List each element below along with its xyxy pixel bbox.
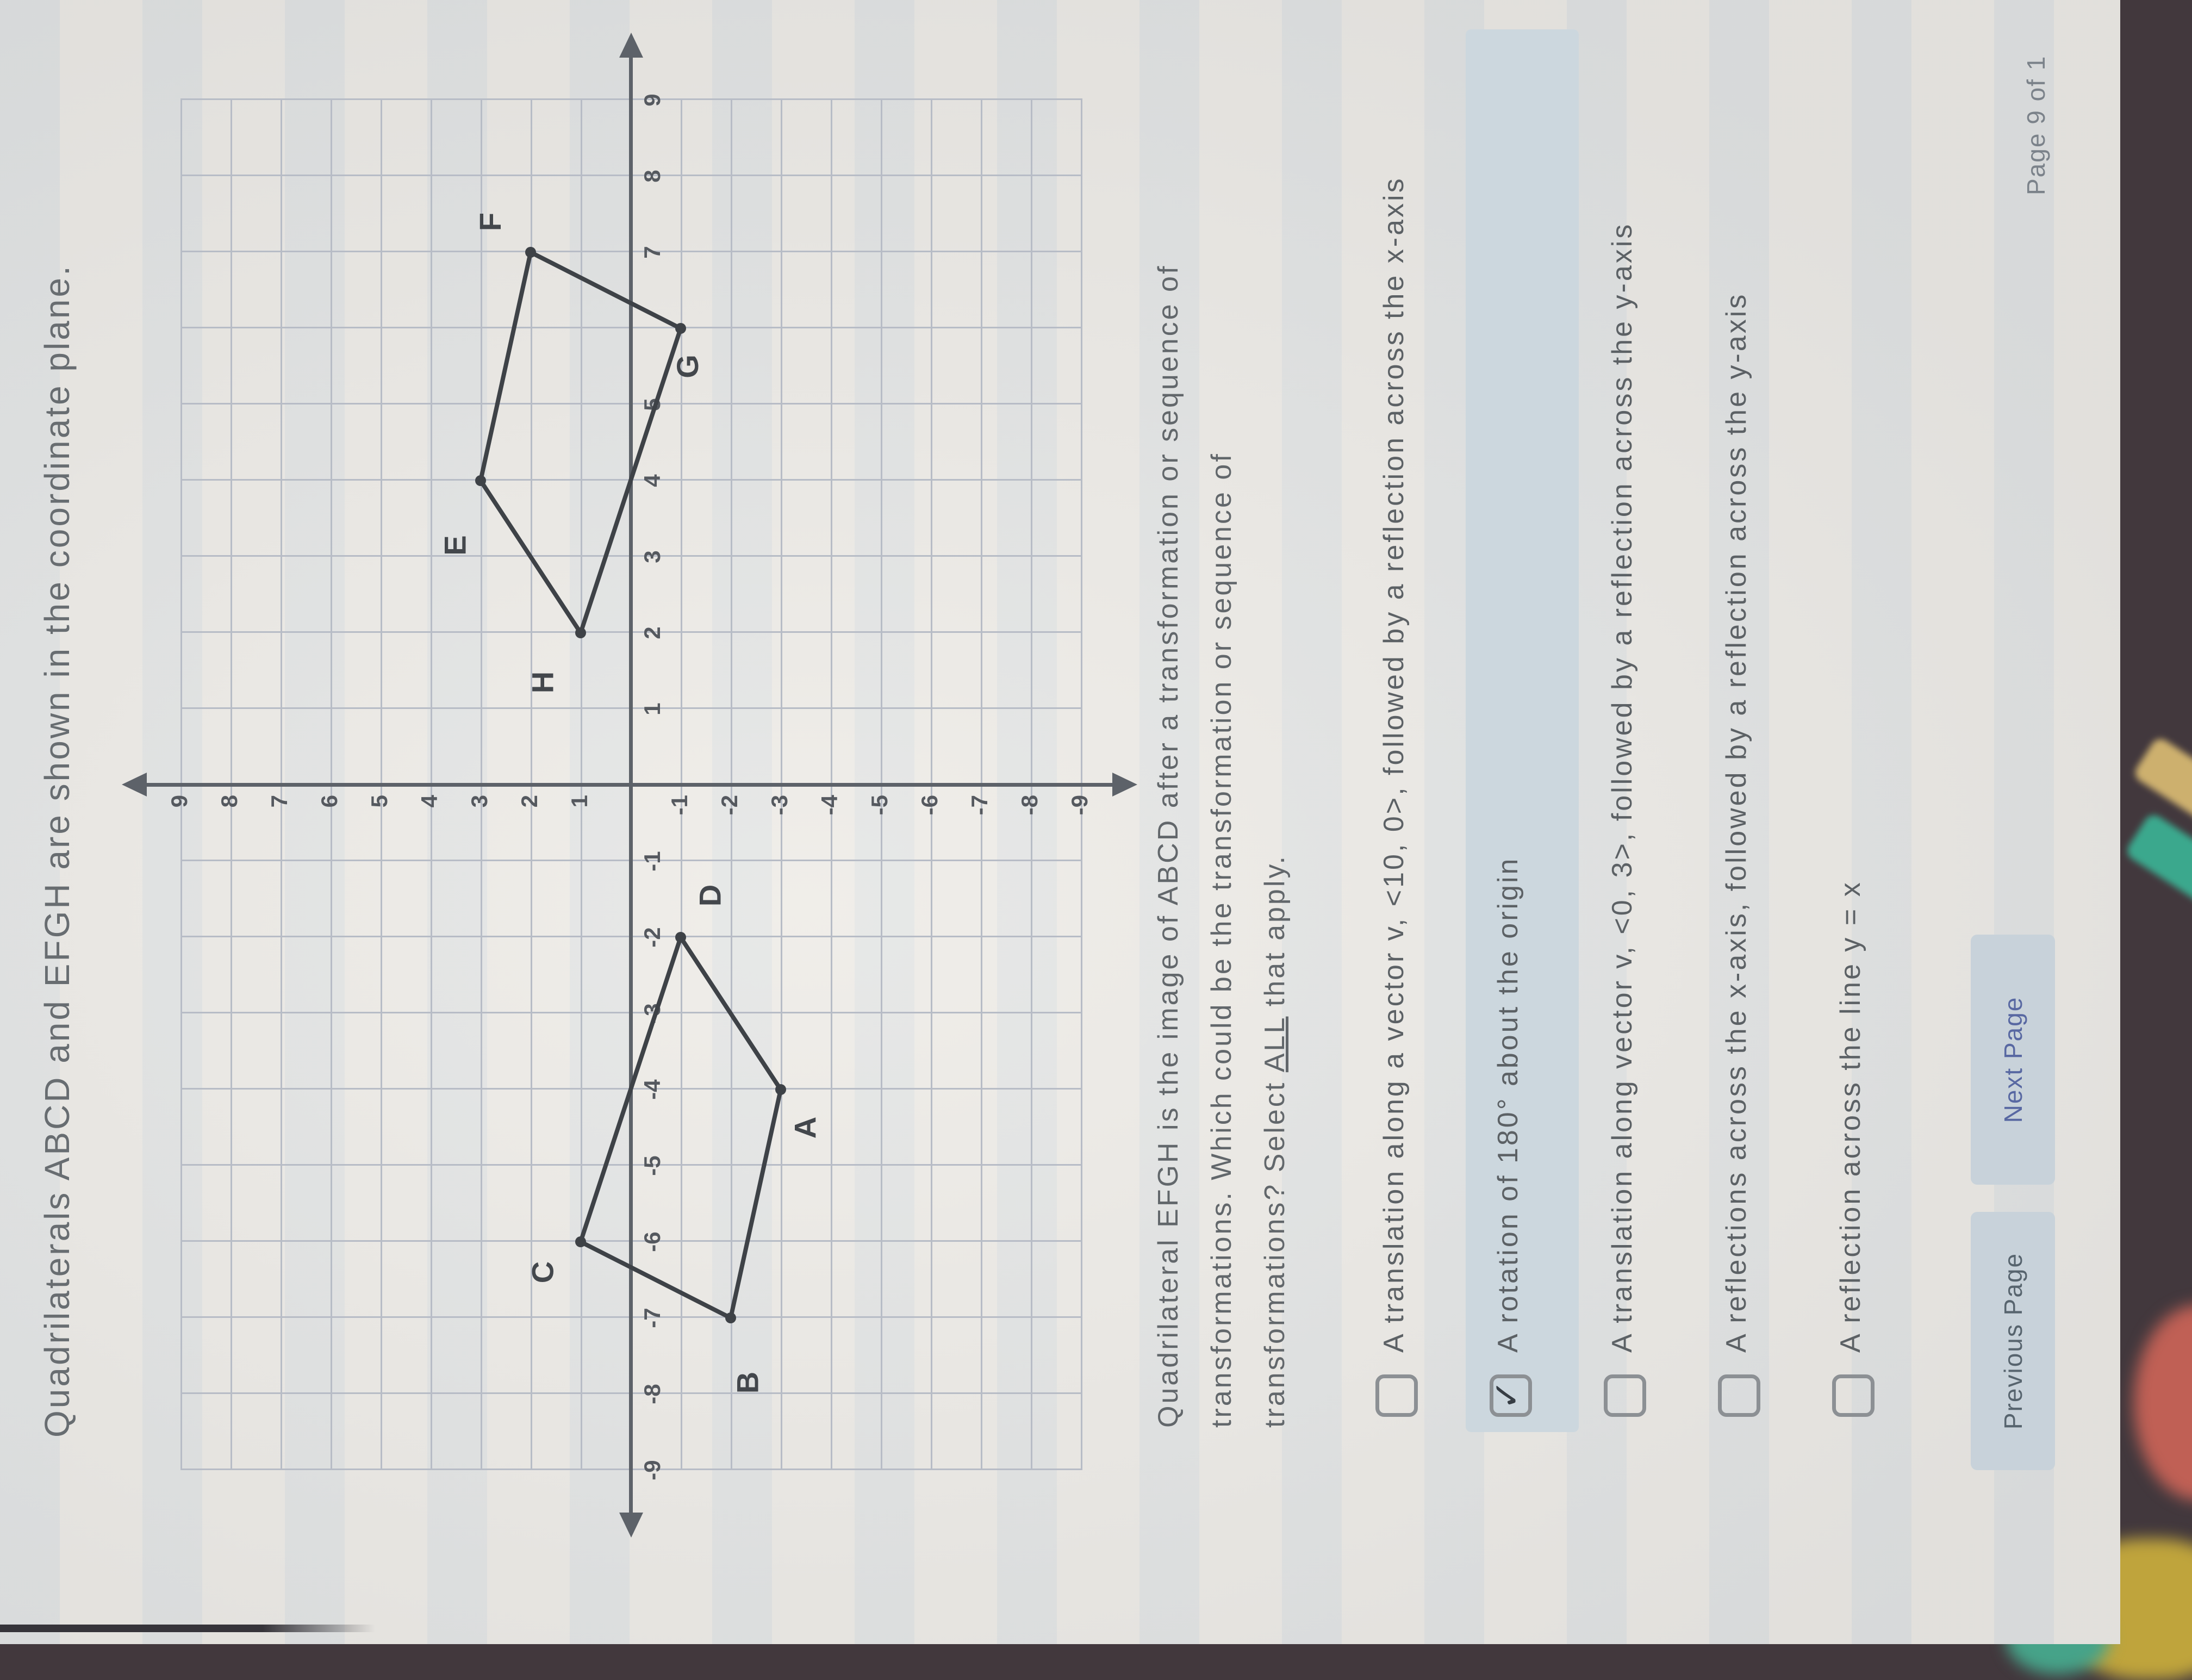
vertex-label-H: H [525,671,559,693]
answer-option-3[interactable]: A translation along vector v, <0, 3>, fo… [1580,29,1693,1432]
vertex-G [675,323,686,334]
vertex-label-E: E [438,535,472,555]
answer-option-5[interactable]: A reflection across the line y = x [1808,29,1921,1432]
vertex-label-G: G [670,354,705,378]
checkbox-option-1-unchecked[interactable] [1375,1374,1418,1417]
vertex-label-F: F [473,213,507,231]
answer-option-1[interactable]: A translation along a vector v, <10, 0>,… [1352,29,1465,1432]
question-line-3: transformations? Select ALL that apply. [1259,854,1291,1428]
option-label: A reflections across the x-axis, followe… [1721,292,1752,1353]
vertex-label-C: C [525,1261,559,1283]
vertex-A [775,1084,786,1095]
quadrilaterals-ABCD-EFGH: A B C D E F G H [438,213,822,1393]
checkbox-option-2-checked[interactable]: ✓ [1486,1374,1532,1417]
option-label: A translation along a vector v, <10, 0>,… [1378,176,1410,1353]
vertex-E [475,475,486,486]
background-blob-salmon [2134,1305,2192,1501]
background-stripe-teal [2124,811,2192,951]
vertex-D [675,932,686,943]
vertex-H [575,627,586,638]
quiz-page: Quadrilaterals ABCD and EFGH are shown i… [0,0,2120,1644]
quadrilateral-ABCD [578,935,783,1320]
option-label: A translation along vector v, <0, 3>, fo… [1606,222,1638,1353]
option-label: A reflection across the line y = x [1835,880,1866,1353]
vertex-C [575,1236,586,1247]
answer-option-2[interactable]: ✓ A rotation of 180° about the origin [1466,29,1579,1432]
vertex-B [725,1312,736,1323]
question-text: Quadrilateral EFGH is the image of ABCD … [1142,264,1302,1428]
vertex-label-B: B [731,1372,765,1393]
vertex-F [525,247,536,258]
next-page-button[interactable]: Next Page [1971,935,2055,1185]
checkbox-option-4-unchecked[interactable] [1718,1374,1760,1417]
quadrilateral-EFGH [478,250,683,635]
question-line-2: transformations. Which could be the tran… [1206,452,1237,1428]
checkbox-option-5-unchecked[interactable] [1832,1374,1875,1417]
question-line-1: Quadrilateral EFGH is the image of ABCD … [1153,264,1184,1428]
underlined-ALL: ALL [1259,1016,1291,1073]
checkbox-option-3-unchecked[interactable] [1604,1374,1646,1417]
answer-option-4[interactable]: A reflections across the x-axis, followe… [1694,29,1807,1432]
previous-page-button[interactable]: Previous Page [1971,1212,2055,1470]
page-indicator: Page 9 of 1 [2022,55,2050,195]
vertex-label-A: A [788,1117,822,1138]
option-label: A rotation of 180° about the origin [1492,856,1524,1353]
check-mark-icon: ✓ [1486,1379,1528,1410]
vertex-label-D: D [693,885,727,906]
